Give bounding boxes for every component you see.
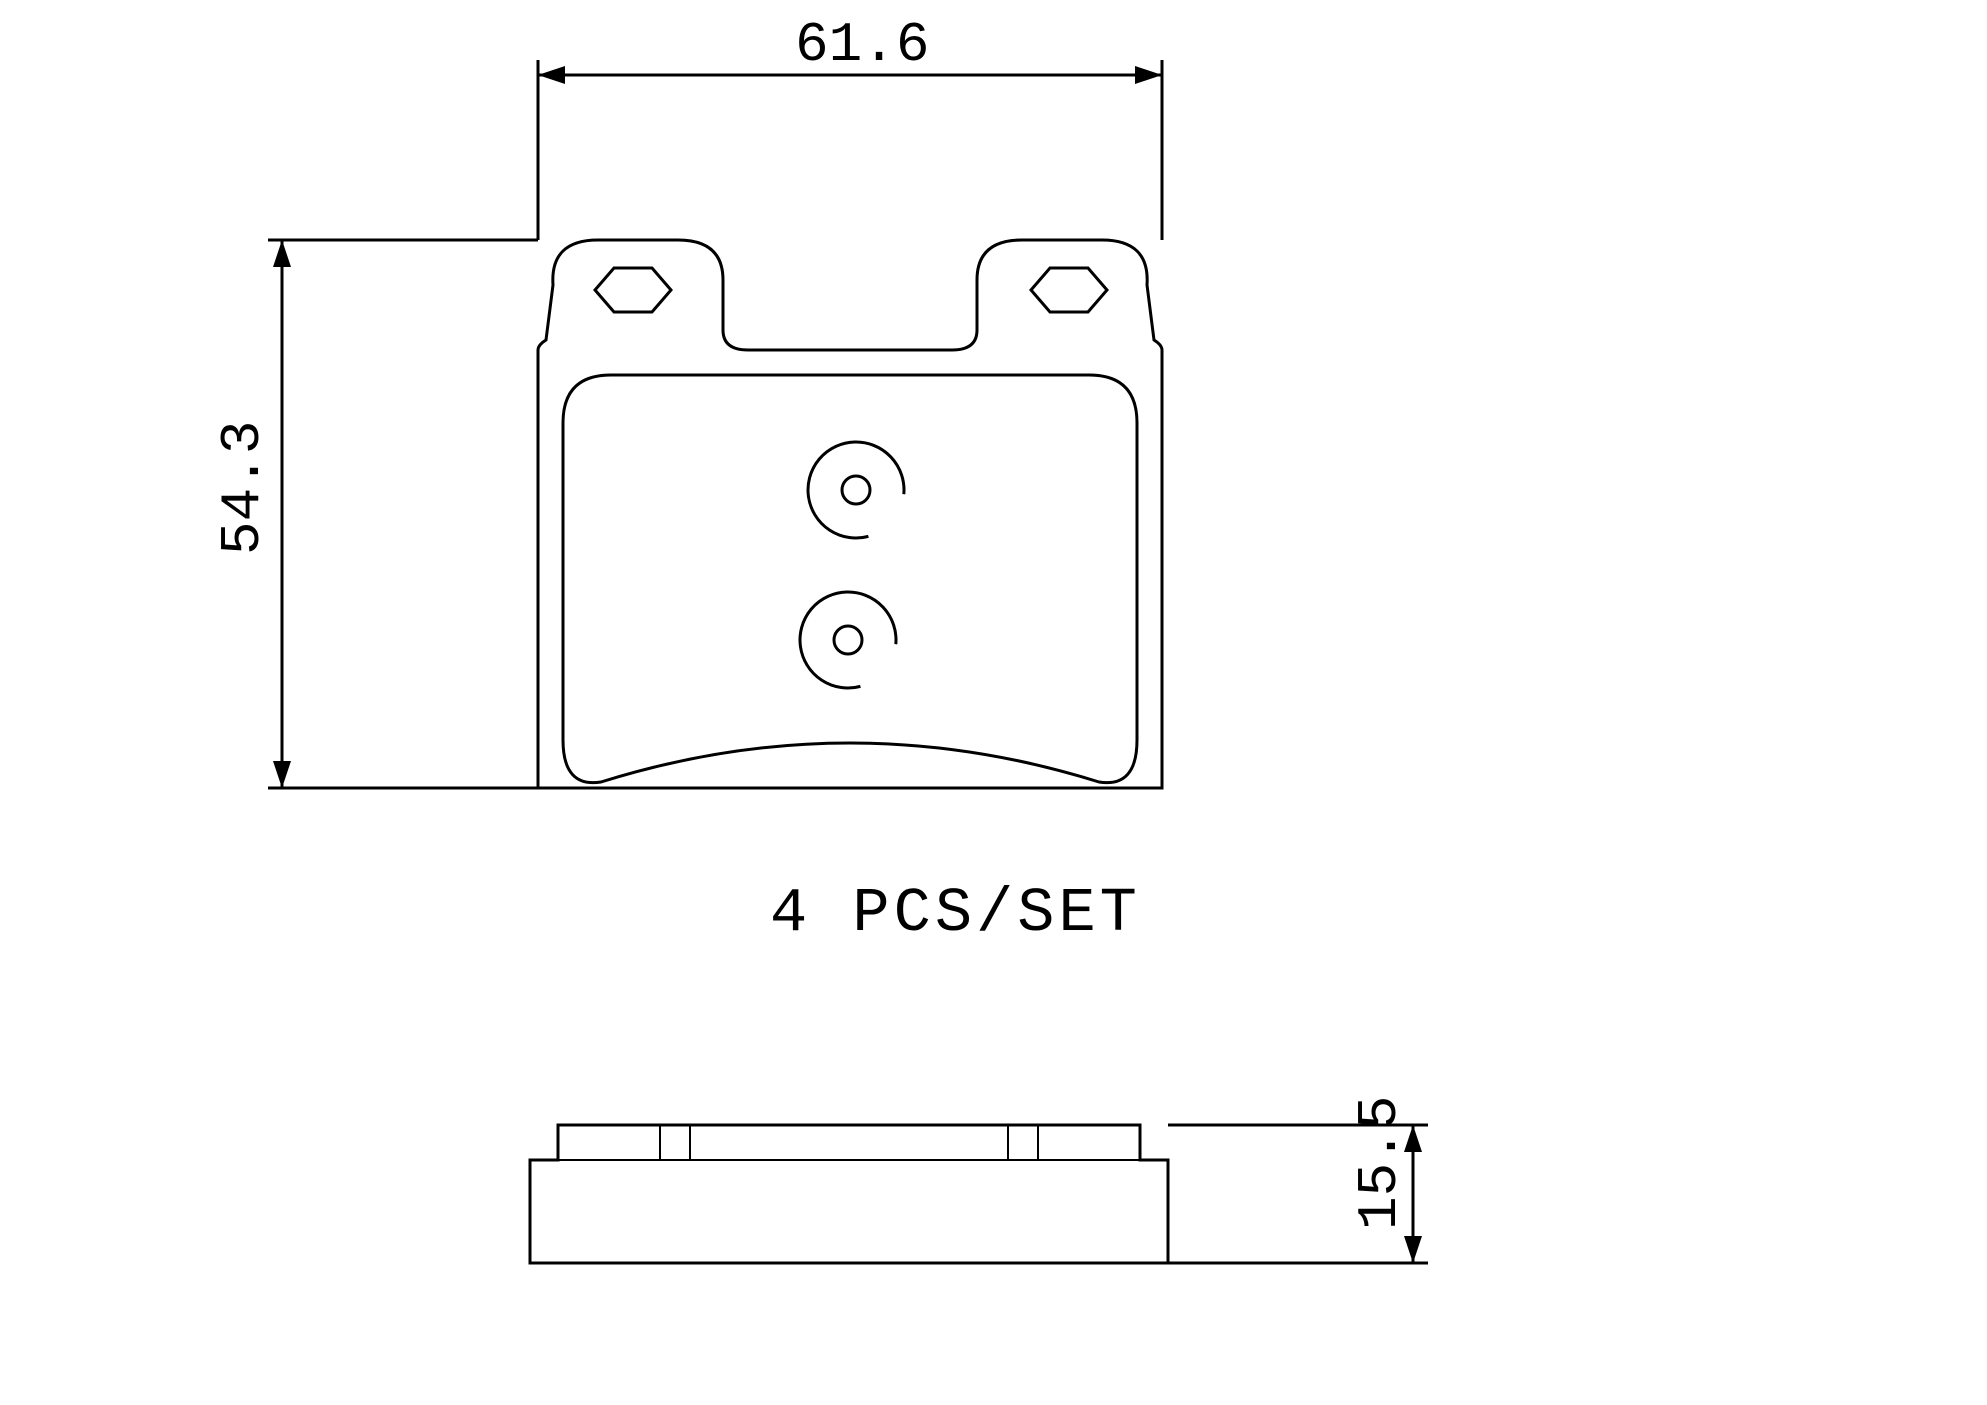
quantity-label: 4 PCS/SET <box>770 878 1141 949</box>
bolt-hex-left <box>595 268 671 312</box>
width-dimension: 61.6 <box>795 13 929 77</box>
thickness-dimension: 15.5 <box>1348 1096 1412 1230</box>
height-dimension: 54.3 <box>211 421 275 555</box>
technical-drawing: 61.6 54.3 4 PCS/SET 15.5 <box>0 0 1987 1405</box>
side-view-outline <box>530 1125 1168 1263</box>
backing-plate-outline <box>538 240 1162 788</box>
bolt-hex-right <box>1031 268 1107 312</box>
friction-pad-outline <box>563 375 1137 783</box>
